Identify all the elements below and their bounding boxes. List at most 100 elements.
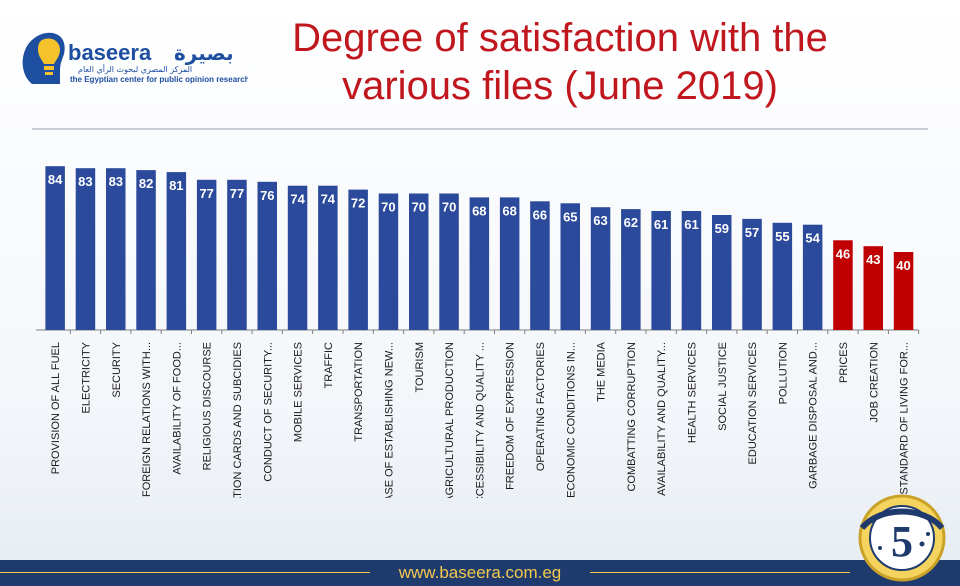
bar [530,201,550,330]
data-label: 70 [381,200,395,215]
bar [833,240,853,330]
bar [348,189,368,330]
category-label: TRANSPORTATION [353,342,365,442]
category-label: EASE OF ESTABLISHING NEW... [383,342,395,498]
bar [318,185,338,330]
category-label: AGRICULTURAL PRODUCTION [444,342,456,498]
bar [499,197,520,330]
data-label: 54 [805,231,820,246]
bar [227,179,247,330]
data-label: 77 [199,186,213,201]
data-label: 74 [290,192,305,207]
bar [469,197,490,330]
bar [893,252,914,330]
category-label: AVAILABILITY OF FOOD... [171,342,183,475]
anniversary-badge-icon: 5 [858,494,946,582]
data-label: 62 [624,215,638,230]
data-label: 70 [412,200,426,215]
data-label: 68 [472,203,486,218]
data-label: 81 [169,178,183,193]
category-label: PRICES [838,342,850,383]
category-label: GARBAGE DISPOSAL AND... [808,342,820,489]
bar [45,166,65,330]
category-label: CONDUCT OF SECURITY... [262,342,274,482]
bar [621,209,641,330]
category-label: TRAFFIC [323,342,335,388]
category-label: FOREIGN RELATIONS WITH... [141,342,153,497]
category-label: TOURISM [414,342,426,393]
data-label: 55 [775,229,789,244]
title-line-1: Degree of satisfaction with the [292,16,828,60]
footer-bar [0,560,960,586]
data-label: 40 [896,258,910,273]
data-label: 65 [563,209,577,224]
data-label: 72 [351,196,365,211]
data-label: 43 [866,252,880,267]
bar [439,193,459,330]
footer-url[interactable]: www.baseera.com.eg [398,563,562,582]
category-label: SECURITY [111,341,123,397]
bar [742,218,762,330]
page-title: Degree of satisfaction with the various … [260,14,860,110]
category-label: ACCESSIBILITY AND QUALITY ... [474,342,486,498]
bar [560,203,580,331]
category-label: STANDARD OF LIVING FOR... [899,342,911,495]
data-label: 77 [230,186,244,201]
bar [590,207,611,330]
category-label: MOBILE SERVICES [293,342,305,442]
bar [257,181,277,330]
category-label: SOCIAL JUSTICE [717,342,729,431]
bar-chart: 84 PROVISION OF ALL FUEL 83 ELECTRICITY 83 SE… [36,166,920,498]
bar [106,168,126,330]
bar [863,246,883,330]
category-label: FREEDOM OF EXPRESSION [505,342,517,490]
category-label: THE MEDIA [596,341,608,402]
bar [136,170,156,330]
bar [712,215,732,330]
category-label: COMBATTING CORRUPTION [626,342,638,492]
logo-tagline-arabic: المركز المصري لبحوث الرأي العام [78,64,192,74]
category-label: JOB CREATION [868,342,880,423]
bar [681,211,702,330]
data-label: 57 [745,225,759,240]
title-line-2: various files (June 2019) [342,64,778,108]
data-label: 63 [593,213,607,228]
category-label: RATION CARDS AND SUBCIDIES [232,342,244,498]
chart-frame: 84 PROVISION OF ALL FUEL 83 ELECTRICITY 83 SE… [32,128,928,500]
data-label: 76 [260,188,274,203]
category-label: EDUCATION SERVICES [747,342,759,464]
data-label: 84 [48,172,63,187]
bar [196,179,217,330]
data-label: 46 [836,246,850,261]
data-label: 82 [139,176,153,191]
category-label: OPERATING FACTORIES [535,342,547,471]
footer-rule-right [590,572,850,573]
footer-rule-left [0,572,370,573]
badge-number: 5 [891,517,913,566]
data-label: 68 [502,203,516,218]
bar [802,224,823,330]
data-label: 83 [109,174,123,189]
bar [378,193,399,330]
data-label: 70 [442,200,456,215]
category-label: POLLUTION [777,342,789,404]
data-label: 59 [715,221,729,236]
data-label: 61 [684,217,698,232]
category-label: ELECTRICITY [80,341,92,413]
logo-name-latin: baseera [68,40,152,65]
category-label: PROVISION OF ALL FUEL [50,342,62,474]
category-label: AVAILABILITY AND QUALITY... [656,342,668,496]
data-label: 74 [321,192,336,207]
category-label: HEALTH SERVICES [687,342,699,443]
logo-name-arabic: بصيرة [174,41,234,65]
bar [287,185,308,330]
baseera-logo: baseera بصيرة المركز المصري لبحوث الرأي … [22,32,248,84]
data-label: 83 [78,174,92,189]
logo-tagline-english: the Egyptian center for public opinion r… [70,75,248,84]
data-label: 61 [654,217,668,232]
category-label: ECONOMIC CONDITIONS IN... [565,342,577,498]
bar [772,222,793,331]
bar [651,211,671,330]
data-label: 66 [533,207,547,222]
category-label: RELIGIOUS DISCOURSE [202,342,214,470]
